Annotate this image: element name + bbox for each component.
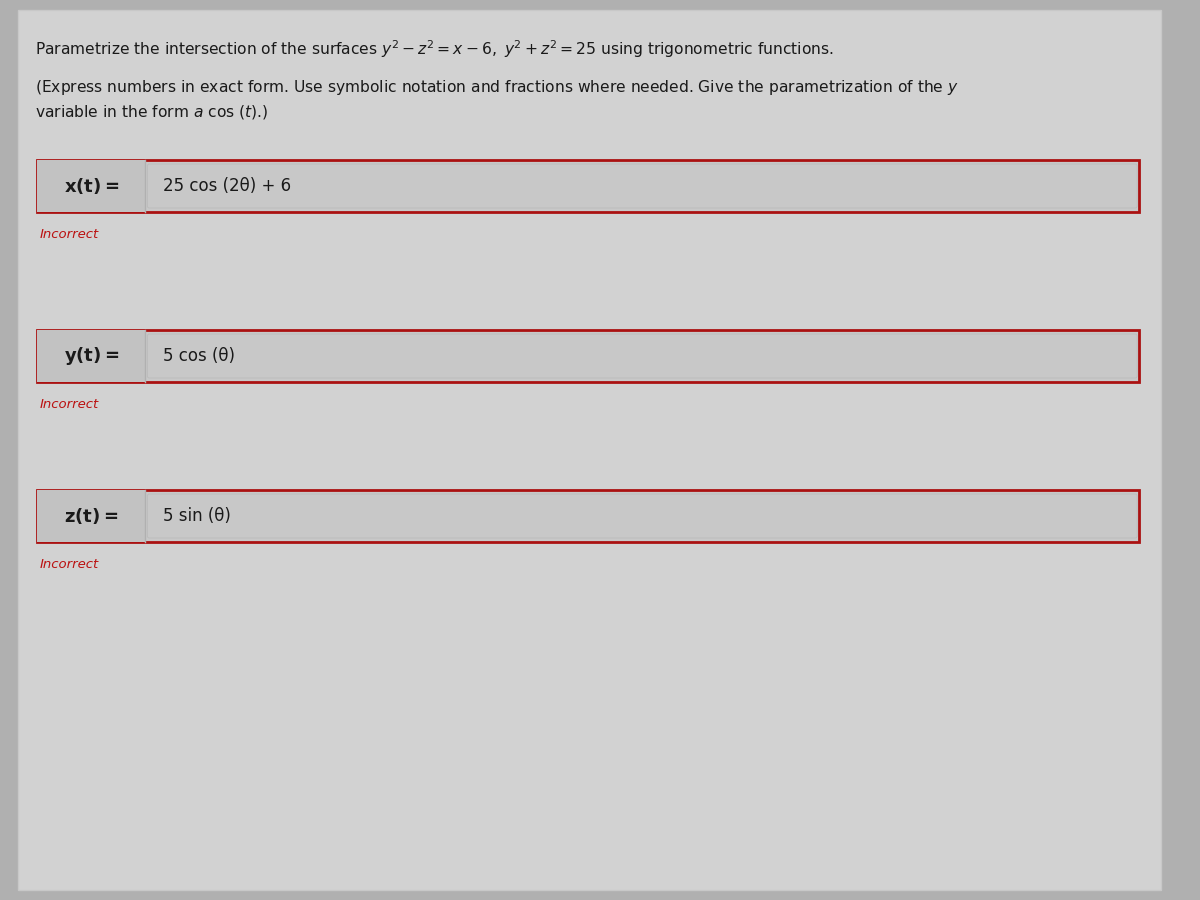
Text: Parametrize the intersection of the surfaces $y^2 - z^2 = x - 6,\ y^2 + z^2 = 25: Parametrize the intersection of the surf…	[35, 38, 834, 59]
Text: variable in the form $a$ cos ($t$).): variable in the form $a$ cos ($t$).)	[35, 103, 269, 121]
Text: $\mathbf{z}$$\mathbf{(t) =}$: $\mathbf{z}$$\mathbf{(t) =}$	[65, 506, 119, 526]
Text: 25 cos (2θ) + 6: 25 cos (2θ) + 6	[163, 177, 292, 195]
FancyBboxPatch shape	[148, 334, 1138, 378]
Bar	[37, 160, 145, 212]
Text: Incorrect: Incorrect	[40, 398, 98, 411]
Bar	[37, 330, 1139, 382]
Text: 5 sin (θ): 5 sin (θ)	[163, 507, 230, 525]
Bar	[37, 490, 145, 542]
Text: (Express numbers in exact form. Use symbolic notation and fractions where needed: (Express numbers in exact form. Use symb…	[35, 78, 959, 97]
Bar	[37, 490, 1139, 542]
Text: $\mathbf{x}$$\mathbf{(t) =}$: $\mathbf{x}$$\mathbf{(t) =}$	[64, 176, 119, 196]
FancyBboxPatch shape	[148, 494, 1138, 538]
Text: Incorrect: Incorrect	[40, 228, 98, 241]
Bar	[37, 160, 1139, 212]
Text: $\mathbf{y}$$\mathbf{(t) =}$: $\mathbf{y}$$\mathbf{(t) =}$	[64, 345, 119, 367]
FancyBboxPatch shape	[148, 164, 1138, 208]
Text: Incorrect: Incorrect	[40, 558, 98, 571]
Bar	[37, 330, 145, 382]
Text: 5 cos (θ): 5 cos (θ)	[163, 347, 235, 365]
